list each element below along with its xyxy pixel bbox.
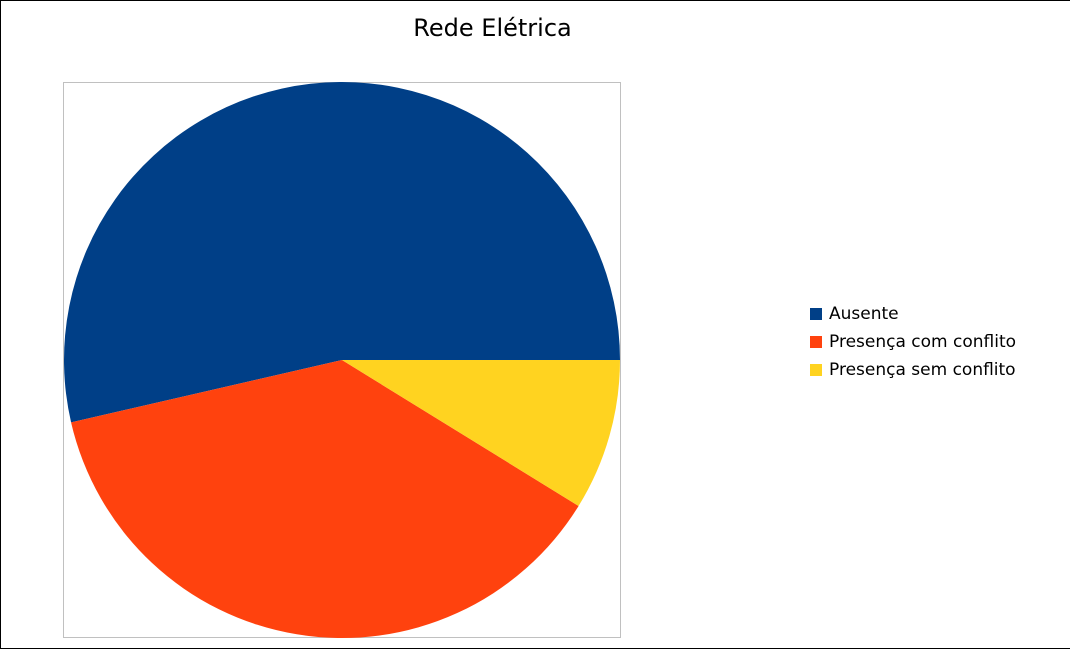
pie-slice-presenca-sem-conflito [342,360,620,506]
legend-label: Presença com conflito [829,332,1017,352]
legend-swatch [810,336,822,348]
chart-title: Rede Elétrica [413,14,572,42]
legend: Ausente Presença com conflito Presença sem… [810,300,1016,384]
legend-swatch [810,308,822,320]
pie-slice-presenca-com-conflito [71,360,579,639]
legend-label: Presença sem conflito [829,360,1016,380]
pie-slice-ausente [63,82,620,423]
legend-label: Ausente [829,304,899,324]
legend-item: Presença com conflito [810,328,1016,356]
legend-item: Ausente [810,300,1016,328]
legend-item: Presença sem conflito [810,356,1016,384]
legend-swatch [810,364,822,376]
